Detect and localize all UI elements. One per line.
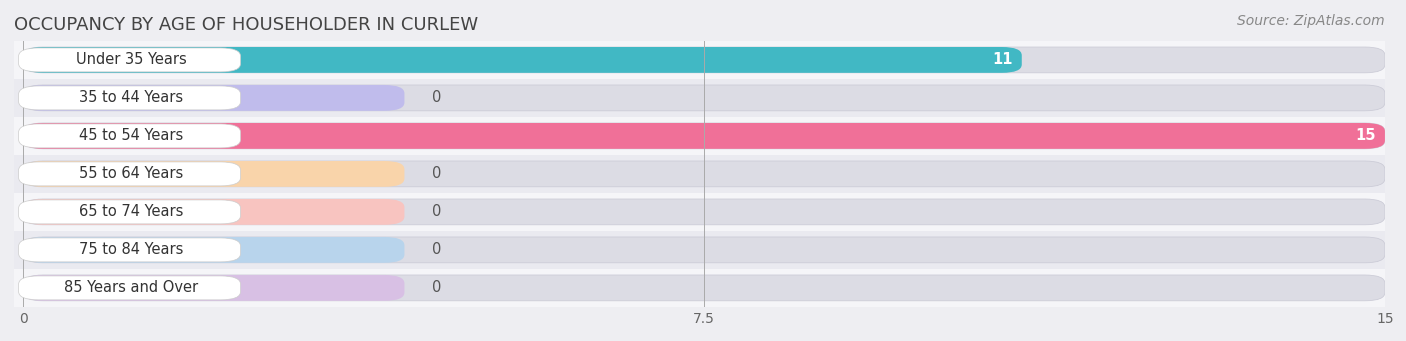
Text: 75 to 84 Years: 75 to 84 Years [79, 242, 184, 257]
Text: 11: 11 [993, 53, 1012, 68]
Text: 0: 0 [432, 204, 441, 219]
FancyBboxPatch shape [18, 276, 240, 300]
FancyBboxPatch shape [22, 47, 1022, 73]
Text: 65 to 74 Years: 65 to 74 Years [79, 204, 184, 219]
FancyBboxPatch shape [22, 123, 1385, 149]
Bar [14, 231, 1385, 269]
Text: OCCUPANCY BY AGE OF HOUSEHOLDER IN CURLEW: OCCUPANCY BY AGE OF HOUSEHOLDER IN CURLE… [14, 16, 478, 34]
FancyBboxPatch shape [22, 161, 405, 187]
Text: 85 Years and Over: 85 Years and Over [65, 280, 198, 295]
Bar [14, 41, 1385, 79]
Text: 35 to 44 Years: 35 to 44 Years [79, 90, 183, 105]
FancyBboxPatch shape [18, 200, 240, 224]
Text: Under 35 Years: Under 35 Years [76, 53, 187, 68]
Text: Source: ZipAtlas.com: Source: ZipAtlas.com [1237, 14, 1385, 28]
Bar [14, 155, 1385, 193]
FancyBboxPatch shape [22, 199, 405, 225]
Text: 15: 15 [1355, 129, 1376, 144]
Text: 0: 0 [432, 90, 441, 105]
FancyBboxPatch shape [22, 275, 405, 301]
FancyBboxPatch shape [18, 162, 240, 186]
FancyBboxPatch shape [18, 48, 240, 72]
FancyBboxPatch shape [22, 199, 1385, 225]
FancyBboxPatch shape [22, 85, 1385, 111]
FancyBboxPatch shape [22, 85, 405, 111]
Bar [14, 79, 1385, 117]
FancyBboxPatch shape [22, 237, 405, 263]
Text: 45 to 54 Years: 45 to 54 Years [79, 129, 184, 144]
FancyBboxPatch shape [22, 275, 1385, 301]
Text: 0: 0 [432, 280, 441, 295]
Text: 55 to 64 Years: 55 to 64 Years [79, 166, 184, 181]
Bar [14, 269, 1385, 307]
FancyBboxPatch shape [22, 47, 1385, 73]
FancyBboxPatch shape [22, 237, 1385, 263]
FancyBboxPatch shape [22, 161, 1385, 187]
Text: 0: 0 [432, 166, 441, 181]
Bar [14, 193, 1385, 231]
FancyBboxPatch shape [22, 123, 1385, 149]
FancyBboxPatch shape [18, 86, 240, 110]
FancyBboxPatch shape [18, 124, 240, 148]
Bar [14, 117, 1385, 155]
FancyBboxPatch shape [18, 238, 240, 262]
Text: 0: 0 [432, 242, 441, 257]
